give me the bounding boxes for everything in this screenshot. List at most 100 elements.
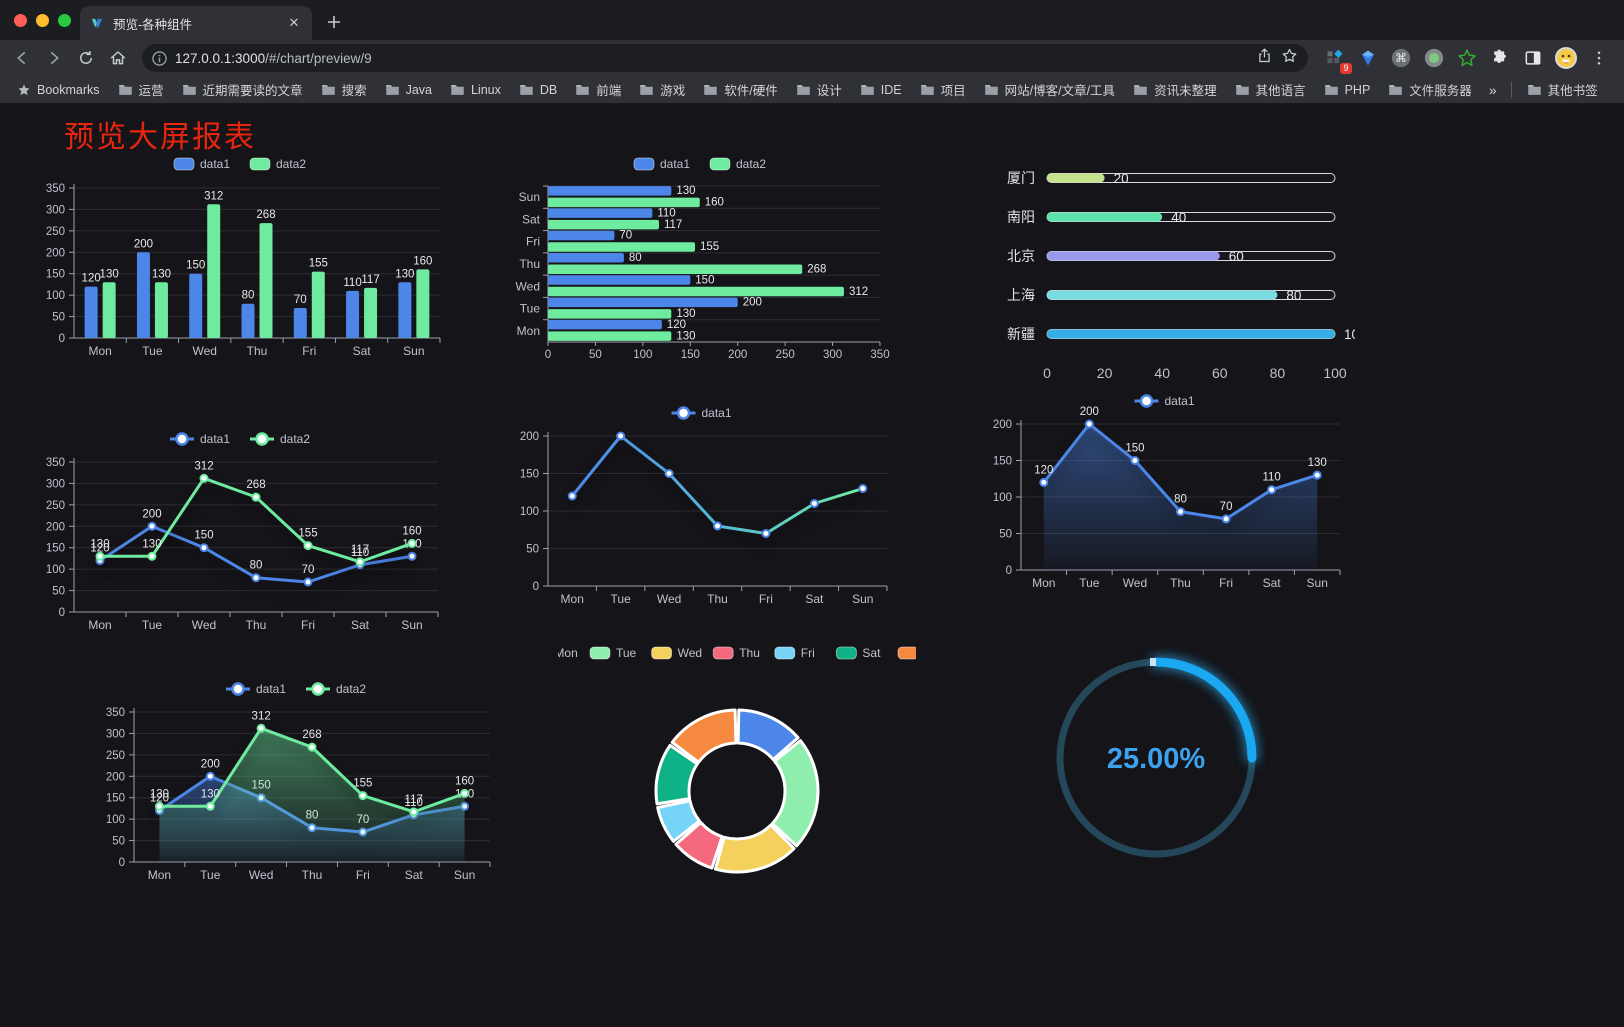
bookmark-star-icon[interactable] xyxy=(1281,47,1298,69)
tab-favicon xyxy=(91,18,103,28)
bookmark-item[interactable]: 软件/硬件 xyxy=(696,77,784,102)
folder-icon xyxy=(520,85,533,95)
svg-text:100: 100 xyxy=(46,290,65,302)
dual-area-line-chart[interactable]: data1 data2 0 50 100 150 200 250 300 350 Mon Tue Wed… xyxy=(98,676,500,892)
svg-text:350: 350 xyxy=(46,457,65,469)
svg-text:Sat: Sat xyxy=(862,646,881,660)
svg-text:100: 100 xyxy=(106,814,125,826)
svg-text:80: 80 xyxy=(1270,365,1286,381)
side-panel-icon[interactable] xyxy=(1520,45,1546,71)
svg-text:0: 0 xyxy=(533,581,539,593)
svg-text:160: 160 xyxy=(455,775,474,787)
bookmark-item[interactable]: Java xyxy=(378,80,439,100)
forward-icon[interactable] xyxy=(40,44,68,72)
bookmark-item[interactable]: 文件服务器 xyxy=(1381,77,1479,102)
area-line-chart[interactable]: data1 0 50 100 150 200 Mon Tue Wed Thu Fri Sat Sun 12… xyxy=(985,388,1350,600)
home-icon[interactable] xyxy=(104,44,132,72)
browser-tab[interactable]: 预览-各种组件 ✕ xyxy=(80,6,312,40)
grouped-bar-chart[interactable]: data1 data2 0 50 100 150 200 250 300 350 Mon Tue Wed… xyxy=(38,150,448,366)
svg-text:130: 130 xyxy=(150,788,169,800)
bookmark-item[interactable]: 近期需要读的文章 xyxy=(175,77,310,102)
svg-text:厦门: 厦门 xyxy=(1007,170,1035,186)
back-icon[interactable] xyxy=(8,44,36,72)
bookmarks-overflow-chevron[interactable]: » xyxy=(1488,81,1497,98)
svg-text:Mon: Mon xyxy=(517,324,540,338)
dual-line-chart[interactable]: data1 data2 0 50 100 150 200 250 300 350 Mon Tue Wed… xyxy=(38,426,448,642)
bookmark-item[interactable]: Bookmarks xyxy=(10,80,107,100)
bookmark-item[interactable]: 项目 xyxy=(913,77,973,102)
svg-text:data1: data1 xyxy=(200,432,230,446)
bookmark-item[interactable]: 网站/博客/文章/工具 xyxy=(977,77,1122,102)
window-zoom-button[interactable] xyxy=(58,14,71,27)
extension-diamond-icon[interactable] xyxy=(1355,45,1381,71)
svg-text:120: 120 xyxy=(667,319,686,331)
svg-text:150: 150 xyxy=(520,469,539,481)
bookmark-item[interactable]: 搜索 xyxy=(314,77,374,102)
svg-text:Fri: Fri xyxy=(801,646,815,660)
window-close-button[interactable] xyxy=(14,14,27,27)
other-bookmarks[interactable]: 其他书签 xyxy=(1520,77,1605,102)
gradient-line-chart[interactable]: data1 0 50 100 150 200 Mon Tue Wed Thu Fri Sat Sun xyxy=(512,400,897,616)
svg-text:150: 150 xyxy=(46,269,65,281)
svg-text:Fri: Fri xyxy=(1219,576,1233,590)
folder-icon xyxy=(182,85,196,95)
gauge-chart[interactable]: 25.00% xyxy=(1040,642,1272,874)
svg-text:100: 100 xyxy=(1323,365,1347,381)
tab-close-icon[interactable]: ✕ xyxy=(288,15,300,30)
window-minimize-button[interactable] xyxy=(36,14,49,27)
svg-text:50: 50 xyxy=(589,349,602,361)
url-text[interactable]: 127.0.0.1:3000/#/chart/preview/9 xyxy=(175,50,372,66)
site-info-icon[interactable] xyxy=(152,50,167,66)
svg-text:0: 0 xyxy=(545,349,551,361)
extension-star-icon[interactable] xyxy=(1454,45,1480,71)
svg-text:312: 312 xyxy=(194,460,213,472)
svg-text:data1: data1 xyxy=(256,682,286,696)
bookmark-item[interactable]: 游戏 xyxy=(632,77,692,102)
svg-text:268: 268 xyxy=(246,479,265,491)
horizontal-bar-chart[interactable]: data1 data2 0 50 100 150 200 250 300 350 Mon 120 130… xyxy=(512,152,894,372)
svg-text:Thu: Thu xyxy=(1170,576,1191,590)
bookmark-item[interactable]: DB xyxy=(512,80,564,100)
svg-text:Wed: Wed xyxy=(192,618,216,632)
svg-text:Wed: Wed xyxy=(516,279,540,293)
svg-text:200: 200 xyxy=(46,247,65,259)
svg-text:0: 0 xyxy=(1043,365,1051,381)
svg-text:312: 312 xyxy=(252,710,271,722)
extension-grid-icon[interactable]: 9 xyxy=(1322,45,1352,74)
svg-text:117: 117 xyxy=(351,544,369,556)
svg-text:250: 250 xyxy=(46,226,65,238)
svg-text:150: 150 xyxy=(106,793,125,805)
bookmark-label: 设计 xyxy=(816,84,842,98)
svg-text:Tue: Tue xyxy=(616,646,637,660)
bookmark-item[interactable]: Linux xyxy=(443,80,508,100)
extension-record-icon[interactable] xyxy=(1421,45,1447,71)
folder-icon xyxy=(920,85,934,95)
svg-text:Fri: Fri xyxy=(301,618,315,632)
svg-text:130: 130 xyxy=(1308,457,1327,469)
svg-text:Tue: Tue xyxy=(1079,576,1100,590)
bookmark-label: DB xyxy=(539,82,558,97)
svg-text:200: 200 xyxy=(520,431,539,443)
svg-text:Sun: Sun xyxy=(454,868,475,882)
extension-command-icon[interactable]: ⌘ xyxy=(1388,45,1414,71)
bookmark-item[interactable]: IDE xyxy=(853,80,909,100)
bookmark-item[interactable]: PHP xyxy=(1317,80,1378,100)
share-icon[interactable] xyxy=(1256,47,1273,69)
kebab-menu-icon[interactable] xyxy=(1586,45,1612,71)
address-bar[interactable]: 127.0.0.1:3000/#/chart/preview/9 xyxy=(142,44,1308,72)
bookmark-item[interactable]: 其他语言 xyxy=(1228,77,1313,102)
svg-text:data1: data1 xyxy=(702,406,732,420)
svg-text:Sun: Sun xyxy=(401,618,422,632)
bookmark-item[interactable]: 运营 xyxy=(111,77,171,102)
bookmark-item[interactable]: 设计 xyxy=(789,77,849,102)
svg-text:Sat: Sat xyxy=(522,212,541,226)
reload-icon[interactable] xyxy=(72,44,100,72)
progress-bar-chart[interactable]: 厦门 20 南阳 40 北京 60 上海 80 新疆 100 0 20 40 60 80 100 xyxy=(995,160,1367,384)
new-tab-button[interactable] xyxy=(320,8,348,36)
profile-avatar[interactable] xyxy=(1553,45,1579,71)
bookmark-item[interactable]: 资讯未整理 xyxy=(1126,77,1224,102)
svg-text:60: 60 xyxy=(1212,365,1228,381)
puzzle-extensions-icon[interactable] xyxy=(1487,45,1513,71)
bookmark-item[interactable]: 前端 xyxy=(568,77,628,102)
